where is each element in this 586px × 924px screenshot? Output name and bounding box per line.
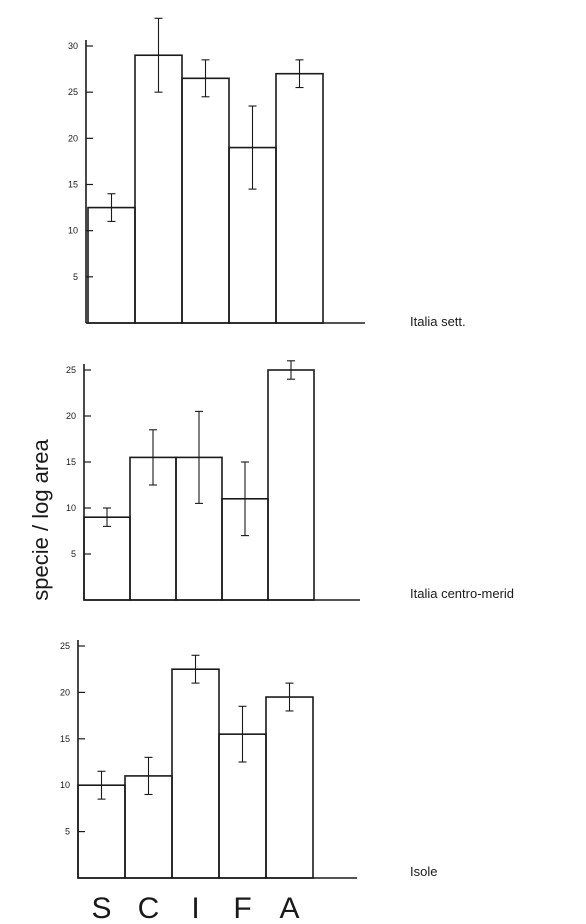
bar-S [87, 206, 136, 324]
y-tick-label: 20 [60, 687, 70, 697]
y-tick-label: 10 [66, 503, 76, 513]
y-tick-label: 10 [60, 780, 70, 790]
y-tick-label: 25 [68, 87, 78, 97]
y-tick-label: 15 [66, 457, 76, 467]
bar-I [181, 77, 230, 324]
y-tick-label: 30 [68, 41, 78, 51]
bar-I [171, 668, 220, 879]
bar-S [83, 516, 131, 601]
category-label-C: C [138, 892, 160, 924]
category-label-I: I [191, 892, 199, 924]
bar-A [265, 696, 314, 879]
category-label-S: S [91, 892, 111, 924]
category-label-F: F [233, 892, 251, 924]
y-tick-label: 5 [71, 549, 76, 559]
panel-label: Italia centro-merid [410, 586, 514, 601]
y-tick-label: 20 [66, 411, 76, 421]
panel-3: 5 10 15 20 25 Isole [60, 640, 437, 879]
y-tick-label: 5 [65, 827, 70, 837]
y-tick-label: 15 [60, 734, 70, 744]
panels: 5 10 15 20 25 30 Italia sett. 5 10 15 20 25 Italia c… [60, 17, 514, 879]
y-tick-label: 25 [66, 365, 76, 375]
y-tick-label: 10 [68, 226, 78, 236]
bar-A [275, 72, 324, 324]
panel-2: 5 10 15 20 25 Italia centro-merid [66, 360, 514, 601]
category-label-A: A [279, 892, 299, 924]
panel-label: Isole [410, 864, 437, 879]
y-tick-label: 15 [68, 180, 78, 190]
panel-label: Italia sett. [410, 314, 466, 329]
bar-A [267, 369, 315, 601]
y-axis-label: specie / log area [28, 439, 53, 601]
y-tick-label: 5 [73, 272, 78, 282]
y-tick-label: 20 [68, 133, 78, 143]
bar-C [134, 54, 183, 324]
y-tick-label: 25 [60, 641, 70, 651]
panel-1: 5 10 15 20 25 30 Italia sett. [68, 17, 466, 329]
